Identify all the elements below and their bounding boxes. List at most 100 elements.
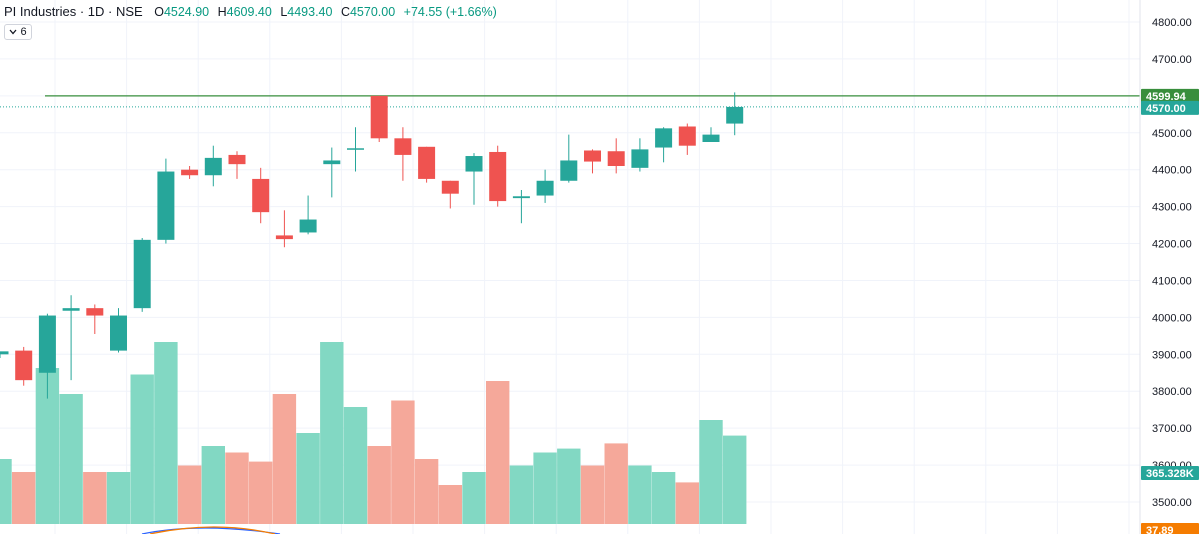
volume-bar [462,472,486,524]
volume-bar [533,452,557,524]
candle-body [347,148,364,150]
candle[interactable] [228,151,246,179]
candle[interactable] [512,190,530,224]
candle[interactable] [86,304,104,334]
price-axis-background [1140,0,1200,534]
volume-bar [604,443,628,524]
candle-body [323,160,341,165]
price-tick-label: 3900.00 [1152,349,1192,361]
volume-bar [628,465,652,524]
volume-value-label: 365.328K [1141,466,1199,480]
candle[interactable] [252,167,270,224]
close-value: 4570.00 [349,5,396,19]
high-value: 4609.40 [226,5,272,19]
candle[interactable] [655,127,673,163]
candle[interactable] [489,145,507,207]
candle[interactable] [441,180,459,209]
candle[interactable] [465,153,483,205]
candle[interactable] [418,146,436,183]
candle[interactable] [394,127,412,181]
candle-body [110,315,127,351]
last-price-label-text: 4570.00 [1146,103,1186,115]
candle-body [133,239,151,309]
candles [0,92,744,399]
symbol-legend: PI Industries · 1D · NSE O4524.90 H4609.… [4,4,502,19]
candle[interactable] [0,351,9,358]
volume-bar [486,381,510,524]
candle[interactable] [38,313,56,399]
candle[interactable] [62,295,80,381]
candle[interactable] [536,169,554,203]
price-tick-label: 4700.00 [1152,54,1192,66]
candle-body [38,315,56,373]
price-tick-label: 3700.00 [1152,423,1192,435]
low-label: L [280,5,288,19]
low-value: 4493.40 [287,5,333,19]
candle-body [441,180,459,194]
candle-body [204,157,222,176]
candle[interactable] [584,149,601,174]
candle-body [370,95,388,139]
price-tick-label: 4400.00 [1152,165,1192,177]
candle[interactable] [275,210,293,248]
candle[interactable] [347,127,364,172]
candle-body [584,150,601,162]
candle[interactable] [299,195,317,235]
candle[interactable] [157,158,175,244]
indicator-value-label: 37.89 [1141,523,1199,534]
volume-bar [225,452,249,524]
volume-bar [723,435,747,524]
candle-body [678,126,696,146]
indicator-value-label-box [1141,523,1199,534]
volume-bar [580,465,605,524]
candle[interactable] [110,308,127,353]
volume-bar [438,485,462,524]
volume-bar [391,400,415,524]
last-price-label-box [1141,100,1199,115]
volume-bar [320,342,344,524]
candle-body [299,219,317,233]
candle[interactable] [133,238,151,312]
volume-bar [272,394,297,524]
volume-bar [83,472,107,524]
candle-body [607,151,625,166]
symbol-title[interactable]: PI Industries · 1D · NSE [4,4,143,19]
price-axis: 3500.003600.003700.003800.003900.004000.… [1139,0,1200,534]
candle[interactable] [204,145,222,187]
candle-body [181,169,199,176]
candle[interactable] [323,147,341,198]
candle-body [275,235,293,240]
candle[interactable] [181,166,199,179]
resistance-price-label-text: 4599.94 [1146,91,1187,103]
price-tick-label: 3800.00 [1152,386,1192,398]
price-tick-label: 4800.00 [1152,17,1192,29]
price-tick-label: 4200.00 [1152,239,1192,251]
candle[interactable] [370,95,388,142]
candle-body [228,154,246,165]
candle-body [631,149,649,168]
candle-body [0,351,9,355]
candle[interactable] [702,127,720,142]
candle[interactable] [631,138,649,172]
candle[interactable] [726,92,744,136]
price-tick-label: 4000.00 [1152,312,1192,324]
indicators-toggle-button[interactable]: 6 [4,24,32,40]
candle[interactable] [607,138,625,174]
volume-bar [509,465,534,524]
candle[interactable] [678,123,696,155]
candle-body [394,138,412,155]
candle-body [15,350,33,381]
volume-bar [154,342,178,524]
candle[interactable] [15,346,33,386]
indicators-count: 6 [20,26,27,38]
chevron-down-icon [9,29,17,35]
candle-body [62,308,80,311]
candle-body [512,196,530,199]
candle-body [560,160,578,181]
candle[interactable] [560,134,578,183]
volume-bar [12,472,36,524]
volume-bar [201,446,225,524]
volume-value-label-text: 365.328K [1146,468,1194,480]
